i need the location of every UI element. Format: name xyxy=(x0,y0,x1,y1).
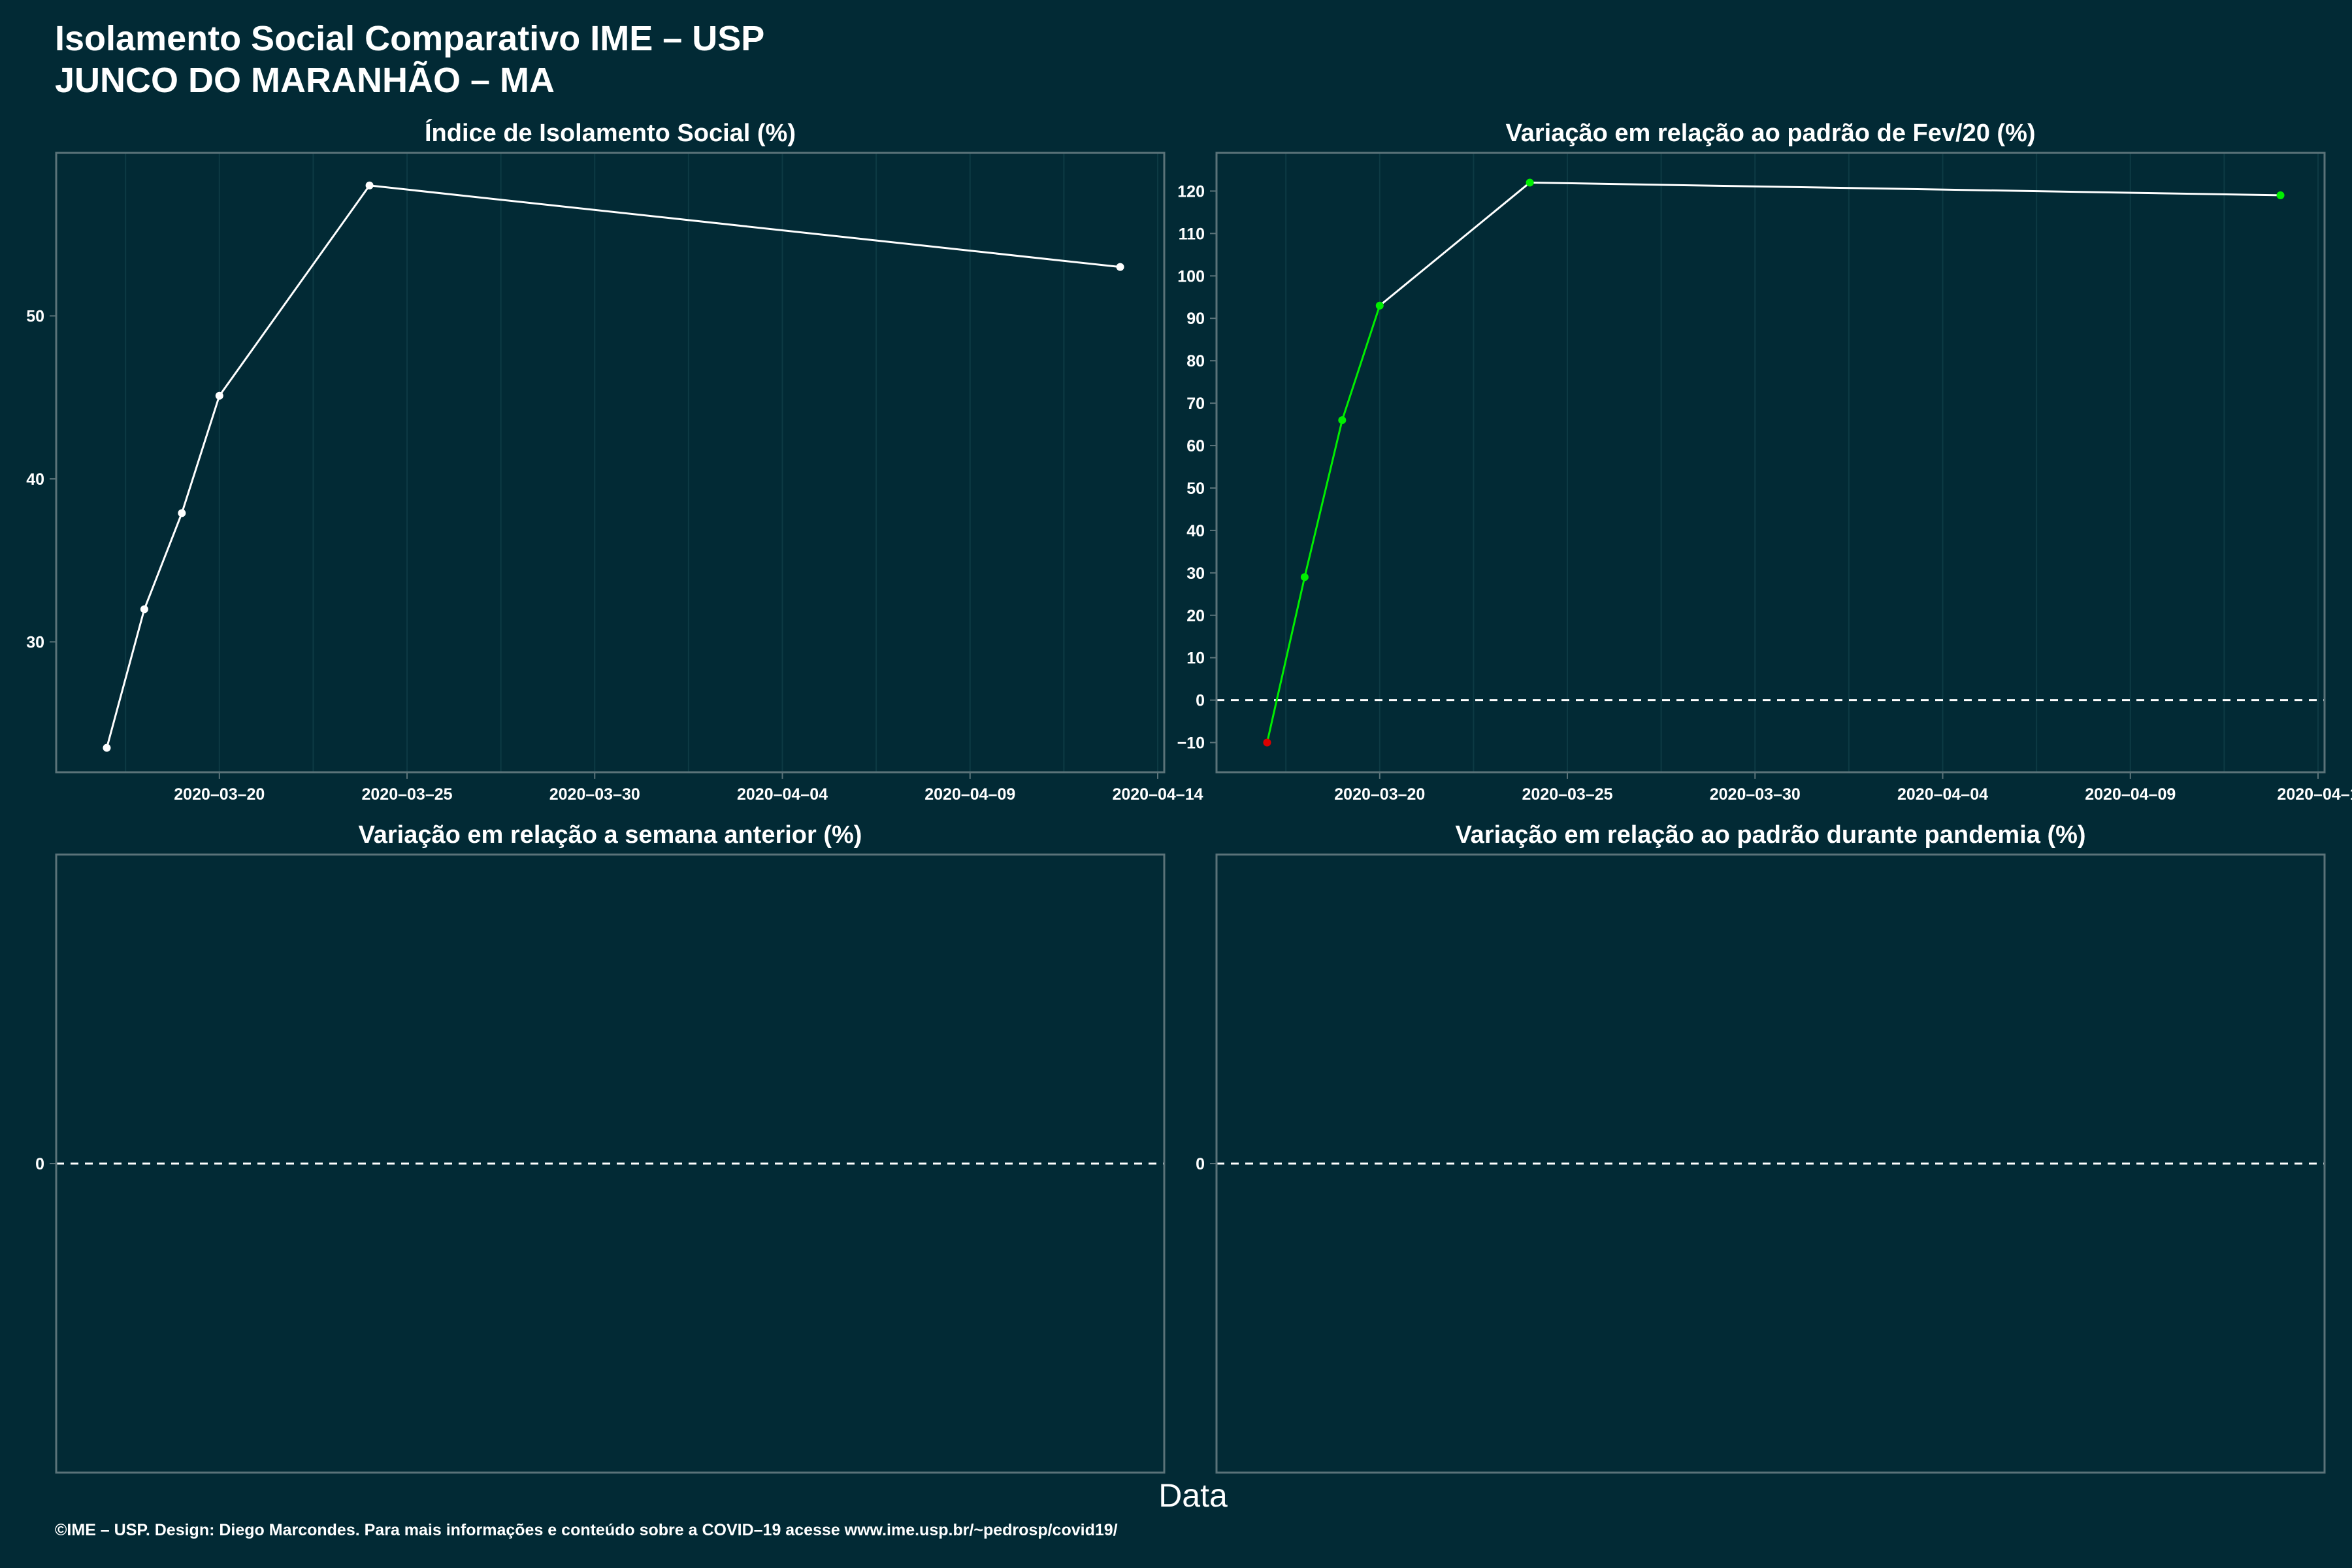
data-point xyxy=(1375,301,1384,310)
data-point xyxy=(365,181,374,189)
series-segment xyxy=(218,185,370,397)
y-tick-label: 0 xyxy=(1196,692,1205,710)
y-tick-label: 100 xyxy=(1177,267,1205,286)
data-point xyxy=(103,743,111,752)
y-tick-label: 0 xyxy=(1196,1155,1205,1173)
panel-title: Índice de Isolamento Social (%) xyxy=(425,118,796,147)
main-title: Isolamento Social Comparativo IME – USP xyxy=(55,19,765,58)
x-tick-label: 2020–03–20 xyxy=(1334,785,1425,804)
y-tick-label: 30 xyxy=(1186,564,1205,583)
data-point xyxy=(178,509,186,517)
x-tick-label: 2020–04–14 xyxy=(1112,785,1203,804)
y-tick-label: 30 xyxy=(26,633,44,651)
series-segment xyxy=(1341,305,1381,421)
panel-3: Variação em relação a semana anterior (%… xyxy=(35,821,1166,1474)
y-tick-label: 20 xyxy=(1186,607,1205,625)
y-tick-label: 80 xyxy=(1186,352,1205,370)
data-point xyxy=(1116,263,1124,271)
data-point xyxy=(1300,573,1309,581)
data-point xyxy=(1263,738,1271,747)
panel-border xyxy=(1215,152,2326,774)
x-tick-label: 2020–04–04 xyxy=(1897,785,1988,804)
location-title: JUNCO DO MARANHÃO – MA xyxy=(55,61,555,100)
series-segment xyxy=(106,609,146,748)
series-segment xyxy=(1303,419,1343,578)
data-point xyxy=(1526,178,1534,187)
y-tick-label: 70 xyxy=(1186,395,1205,413)
x-tick-label: 2020–04–09 xyxy=(924,785,1015,804)
y-tick-label: 40 xyxy=(26,470,44,489)
data-point xyxy=(215,391,223,400)
x-tick-label: 2020–04–04 xyxy=(737,785,828,804)
series-segment xyxy=(143,512,183,610)
footer-credit: ©IME – USP. Design: Diego Marcondes. Par… xyxy=(55,1521,1118,1539)
y-tick-label: 50 xyxy=(26,307,44,325)
x-tick-label: 2020–03–20 xyxy=(174,785,265,804)
y-tick-label: 10 xyxy=(1186,649,1205,668)
x-tick-label: 2020–03–25 xyxy=(362,785,453,804)
panel-2: Variação em relação ao padrão de Fev/20 … xyxy=(1177,120,2352,804)
y-tick-label: 50 xyxy=(1186,480,1205,498)
y-tick-label: 110 xyxy=(1179,225,1205,243)
series-segment xyxy=(369,184,1120,269)
panel-1: Índice de Isolamento Social (%) 2020–03–2… xyxy=(26,118,1203,804)
series-segment xyxy=(180,395,221,514)
y-tick-label: −10 xyxy=(1177,734,1205,753)
series-segment xyxy=(1529,181,2281,197)
x-tick-label: 2020–03–25 xyxy=(1522,785,1613,804)
data-point xyxy=(2276,191,2285,199)
x-axis-label: Data xyxy=(1158,1477,1228,1514)
panel-border xyxy=(1215,853,2326,1474)
y-tick-label: 120 xyxy=(1177,182,1205,201)
y-tick-label: 90 xyxy=(1186,310,1205,328)
y-tick-label: 60 xyxy=(1186,437,1205,455)
panel-border xyxy=(55,853,1166,1474)
x-tick-label: 2020–04–09 xyxy=(2085,785,2176,804)
series-segment xyxy=(1266,576,1306,743)
series-segment xyxy=(1379,182,1531,306)
panel-border xyxy=(55,152,1166,774)
y-tick-label: 0 xyxy=(35,1155,44,1173)
panel-title: Variação em relação ao padrão de Fev/20 … xyxy=(1505,120,2035,147)
data-point xyxy=(140,605,148,613)
x-tick-label: 2020–04–1 xyxy=(2277,785,2352,804)
panel-4: Variação em relação ao padrão durante pa… xyxy=(1196,821,2326,1474)
panel-title: Variação em relação ao padrão durante pa… xyxy=(1455,821,2085,849)
x-tick-label: 2020–03–30 xyxy=(549,785,640,804)
panel-title: Variação em relação a semana anterior (%… xyxy=(359,821,862,849)
data-point xyxy=(1338,416,1347,425)
y-tick-label: 40 xyxy=(1186,522,1205,540)
x-tick-label: 2020–03–30 xyxy=(1710,785,1801,804)
